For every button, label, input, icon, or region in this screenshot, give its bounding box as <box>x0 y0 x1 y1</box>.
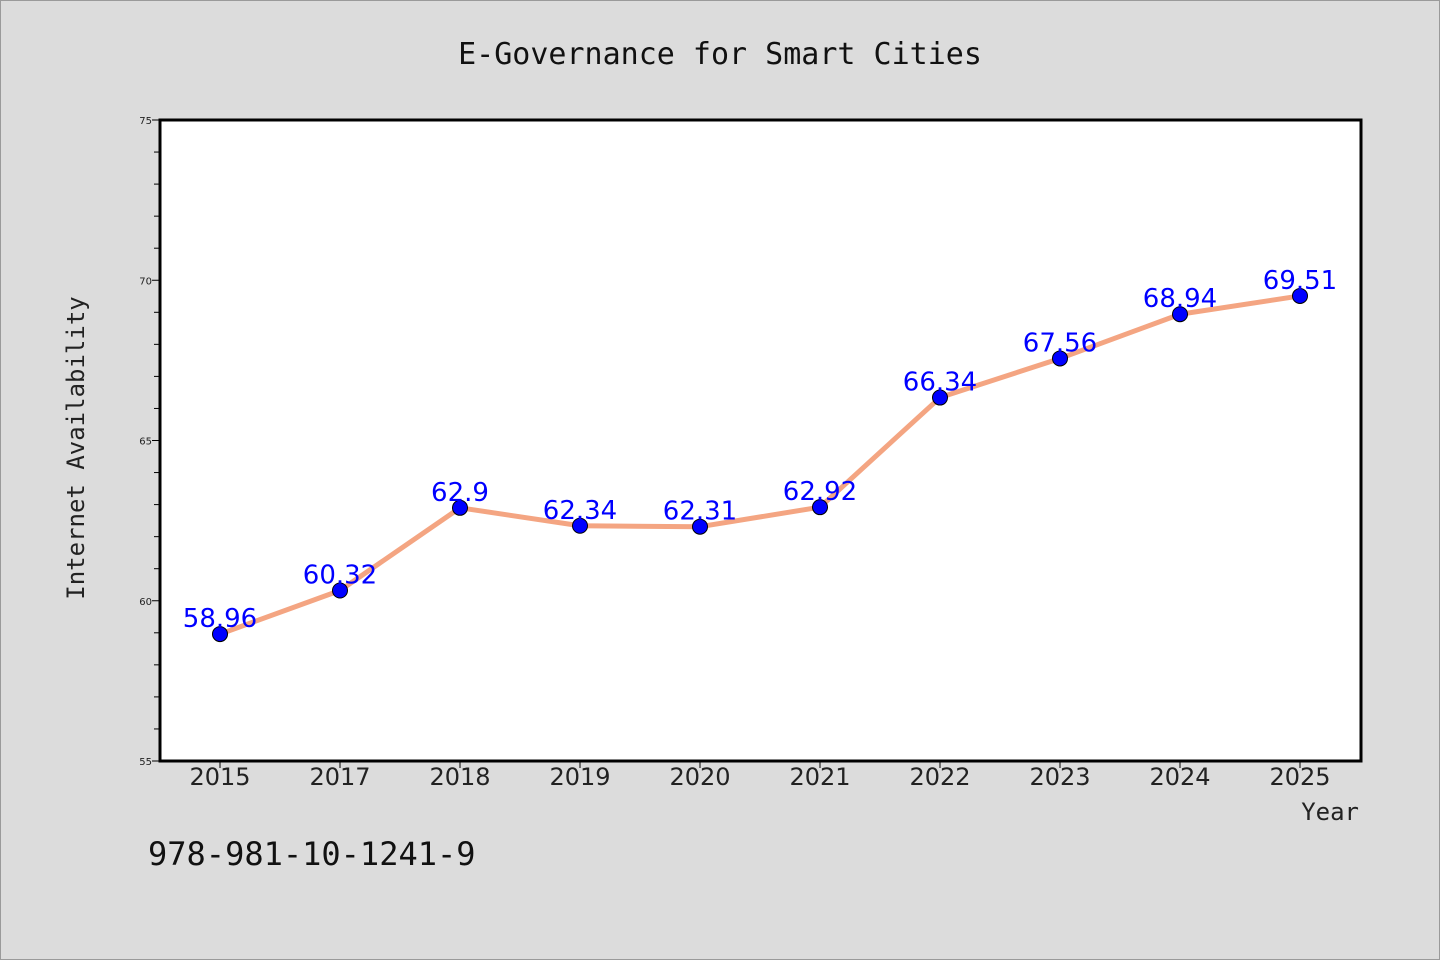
data-label: 68.94 <box>1143 284 1217 314</box>
data-label: 60.32 <box>303 560 377 590</box>
series-markers <box>212 287 1308 643</box>
data-label: 66.34 <box>903 368 977 398</box>
x-tick-label: 2020 <box>669 763 730 791</box>
y-tick-label: 75 <box>139 116 152 127</box>
y-tick-label: 65 <box>139 437 152 448</box>
x-axis-label: Year <box>1301 798 1359 826</box>
data-point <box>1172 306 1188 323</box>
data-point <box>1052 350 1068 367</box>
data-point <box>932 389 948 406</box>
data-labels: 58.96 60.32 62.9 62.34 62.31 62.92 66.34 67.56 6… <box>183 266 1337 634</box>
data-label: 62.92 <box>783 477 857 507</box>
isbn-footer: 978-981-10-1241-9 <box>148 835 476 873</box>
data-label: 67.56 <box>1023 328 1097 358</box>
data-label: 62.34 <box>543 496 617 526</box>
y-axis: 55 60 65 70 75 <box>139 116 160 768</box>
data-label: 58.96 <box>183 604 257 634</box>
data-point <box>212 626 228 643</box>
data-point <box>452 499 468 516</box>
x-tick-label: 2018 <box>429 763 490 791</box>
data-point <box>572 517 588 534</box>
data-label: 69.51 <box>1263 266 1337 296</box>
x-axis: 2015 2017 2018 2019 2020 2021 2022 2023 2024 2025 <box>189 761 1331 791</box>
data-point <box>1292 287 1308 304</box>
plot-area <box>158 118 1363 763</box>
x-tick-label: 2017 <box>309 763 370 791</box>
x-tick-label: 2022 <box>909 763 970 791</box>
data-point <box>332 582 348 599</box>
chart-title: E-Governance for Smart Cities <box>458 37 982 72</box>
y-tick-label: 55 <box>139 757 152 768</box>
y-axis-label: Internet Availability <box>62 296 90 599</box>
y-tick-label: 70 <box>139 276 152 287</box>
data-point <box>692 518 708 535</box>
x-tick-label: 2019 <box>549 763 610 791</box>
x-tick-label: 2023 <box>1029 763 1090 791</box>
data-point <box>812 499 828 516</box>
x-tick-label: 2025 <box>1269 763 1330 791</box>
series-line <box>219 293 1301 637</box>
data-label: 62.9 <box>431 478 489 508</box>
x-tick-label: 2015 <box>189 763 250 791</box>
data-label: 62.31 <box>663 497 737 527</box>
x-tick-label: 2024 <box>1149 763 1210 791</box>
x-tick-label: 2021 <box>789 763 850 791</box>
y-tick-label: 60 <box>139 597 152 608</box>
